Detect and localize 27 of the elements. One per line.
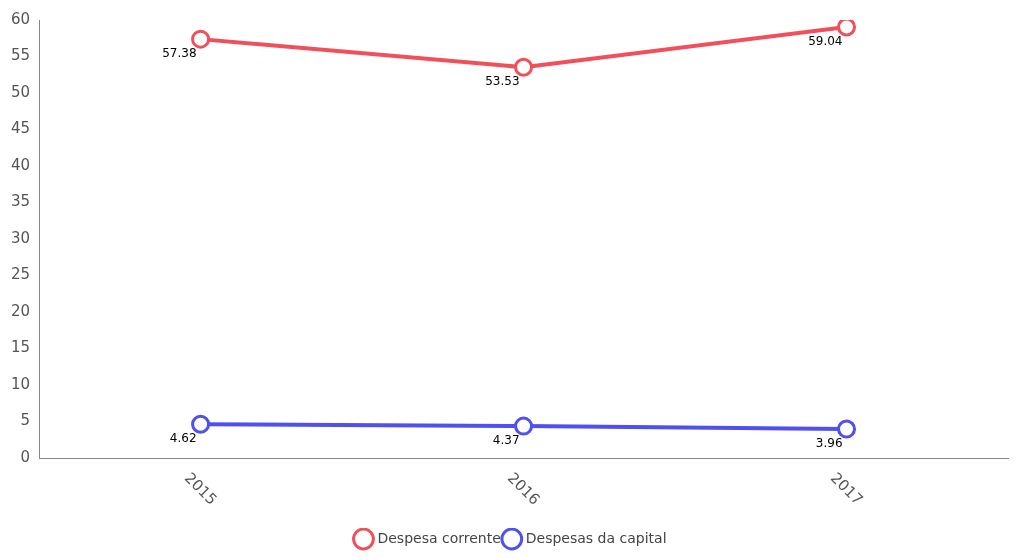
y-tick-label: 5 (20, 411, 31, 430)
legend-label: Despesa corrente (377, 529, 501, 546)
y-tick-label: 45 (10, 119, 31, 138)
legend-label: Despesas da capital (525, 529, 667, 546)
y-tick-label: 20 (10, 301, 31, 320)
y-tick-label: 35 (10, 192, 31, 211)
data-label: 59.04 (808, 34, 843, 49)
point (191, 29, 211, 49)
point (191, 414, 211, 434)
y-tick-label: 50 (10, 82, 31, 101)
data-label: 53.53 (485, 74, 520, 89)
y-tick-label: 25 (10, 265, 31, 284)
y-tick-label: 15 (10, 338, 31, 357)
y-tick-label: 60 (10, 9, 31, 28)
data-label: 4.37 (492, 433, 520, 448)
data-label: 4.62 (169, 431, 197, 446)
point (837, 419, 857, 439)
point (514, 57, 534, 77)
y-tick-label: 55 (10, 46, 31, 65)
y-tick-label: 30 (10, 228, 31, 247)
data-label: 57.38 (162, 46, 197, 61)
point (837, 20, 857, 37)
y-tick-label: 0 (20, 447, 31, 466)
point (514, 416, 534, 436)
data-label: 3.96 (815, 436, 843, 451)
y-tick-label: 40 (10, 155, 31, 174)
y-tick-label: 10 (10, 374, 31, 393)
